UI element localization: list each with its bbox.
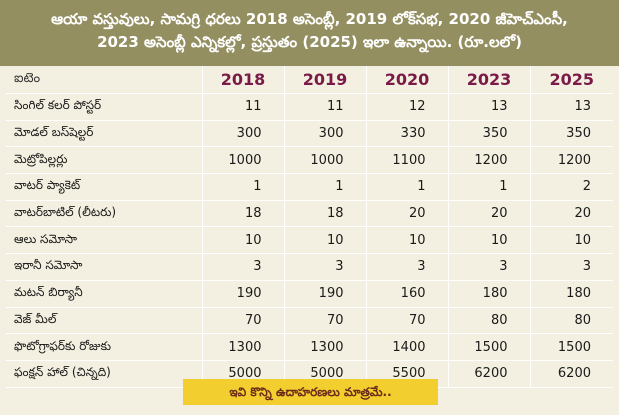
price-cell: 13 — [448, 93, 531, 121]
item-name: వాటర్‌బాటిల్ (లీటరు) — [6, 200, 203, 228]
price-cell: 1500 — [448, 333, 531, 361]
price-cell: 1000 — [202, 146, 285, 175]
price-cell: 18 — [202, 200, 285, 228]
price-cell: 12 — [366, 93, 449, 121]
price-cell: 70 — [366, 307, 449, 335]
price-cell: 350 — [448, 120, 531, 148]
table-row: మెట్రోపిల్లర్లు 1000 1000 1100 1200 1200 — [6, 146, 613, 175]
price-cell: 10 — [366, 226, 449, 255]
price-cell: 190 — [284, 280, 367, 308]
year-header: 2019 — [284, 66, 367, 94]
price-cell: 1 — [366, 173, 449, 201]
price-cell: 300 — [284, 120, 367, 148]
price-cell: 330 — [366, 120, 449, 148]
table-row: ఇరానీ సమోసా 3 3 3 3 3 — [6, 253, 613, 281]
price-cell: 80 — [530, 307, 613, 335]
item-name: ఫొటోగ్రాఫర్‌కు రోజుకు — [6, 333, 203, 361]
table-row: వాటర్‌బాటిల్ (లీటరు) 18 18 20 20 20 — [6, 200, 613, 228]
year-header: 2020 — [366, 66, 449, 94]
price-cell: 2 — [530, 173, 613, 201]
item-name: ఫంక్షన్ హాల్ (చిన్నది) — [6, 360, 203, 388]
table-row: ఆలు సమోసా 10 10 10 10 10 — [6, 226, 613, 255]
price-cell: 6200 — [448, 360, 531, 388]
item-name: వాటర్ ప్యాకెట్ — [6, 173, 203, 201]
item-name: మటన్ బిర్యానీ — [6, 280, 203, 308]
table-row: వెజ్ మీల్ 70 70 70 80 80 — [6, 307, 613, 335]
item-name: మెట్రోపిల్లర్లు — [6, 146, 203, 175]
year-header: 2023 — [448, 66, 531, 94]
price-cell: 1 — [284, 173, 367, 201]
price-cell: 10 — [284, 226, 367, 255]
price-cell: 3 — [366, 253, 449, 281]
item-name: ఆలు సమోసా — [6, 226, 203, 255]
price-cell: 6200 — [530, 360, 613, 388]
price-cell: 20 — [530, 200, 613, 228]
price-cell: 10 — [448, 226, 531, 255]
table-row: మోడల్ బస్‌షెల్టర్ 300 300 330 350 350 — [6, 120, 613, 148]
price-cell: 1400 — [366, 333, 449, 361]
table-row: వాటర్ ప్యాకెట్ 1 1 1 1 2 — [6, 173, 613, 201]
item-column-header: ఐటెం — [6, 66, 203, 94]
price-cell: 1100 — [366, 146, 449, 175]
title-line-2: 2023 అసెంబ్లీ ఎన్నికల్లో, ప్రస్తుతం (202… — [97, 33, 522, 51]
price-cell: 1300 — [202, 333, 285, 361]
price-cell: 300 — [202, 120, 285, 148]
item-name: వెజ్ మీల్ — [6, 307, 203, 335]
price-cell: 20 — [366, 200, 449, 228]
price-cell: 190 — [202, 280, 285, 308]
title-line-1: ఆయా వస్తువులు, సామగ్రి ధరలు 2018 అసెంబ్ల… — [51, 10, 568, 28]
price-cell: 70 — [202, 307, 285, 335]
price-cell: 1000 — [284, 146, 367, 175]
price-table: ఐటెం 2018 2019 2020 2023 2025 సింగిల్ కల… — [6, 66, 613, 388]
price-cell: 11 — [284, 93, 367, 121]
price-cell: 3 — [202, 253, 285, 281]
price-cell: 180 — [448, 280, 531, 308]
year-header: 2025 — [530, 66, 613, 94]
price-cell: 3 — [530, 253, 613, 281]
item-name: ఇరానీ సమోసా — [6, 253, 203, 281]
item-name: సింగిల్ కలర్ పోస్టర్ — [6, 93, 203, 121]
price-cell: 70 — [284, 307, 367, 335]
price-cell: 1300 — [284, 333, 367, 361]
price-cell: 10 — [202, 226, 285, 255]
price-cell: 3 — [448, 253, 531, 281]
header-row: ఐటెం 2018 2019 2020 2023 2025 — [6, 66, 613, 94]
title-banner: ఆయా వస్తువులు, సామగ్రి ధరలు 2018 అసెంబ్ల… — [0, 0, 619, 66]
price-cell: 1 — [448, 173, 531, 201]
footer-note: ఇవి కొన్ని ఉదాహరణలు మాత్రమే.. — [183, 379, 438, 405]
price-cell: 160 — [366, 280, 449, 308]
price-cell: 1500 — [530, 333, 613, 361]
table-row: సింగిల్ కలర్ పోస్టర్ 11 11 12 13 13 — [6, 93, 613, 121]
year-header: 2018 — [202, 66, 285, 94]
price-cell: 1200 — [530, 146, 613, 175]
price-cell: 11 — [202, 93, 285, 121]
price-cell: 3 — [284, 253, 367, 281]
price-cell: 80 — [448, 307, 531, 335]
table-row: ఫొటోగ్రాఫర్‌కు రోజుకు 1300 1300 1400 150… — [6, 333, 613, 361]
table-row: మటన్ బిర్యానీ 190 190 160 180 180 — [6, 280, 613, 308]
price-cell: 180 — [530, 280, 613, 308]
price-cell: 1 — [202, 173, 285, 201]
price-cell: 10 — [530, 226, 613, 255]
price-cell: 350 — [530, 120, 613, 148]
price-cell: 18 — [284, 200, 367, 228]
item-name: మోడల్ బస్‌షెల్టర్ — [6, 120, 203, 148]
price-cell: 20 — [448, 200, 531, 228]
price-cell: 1200 — [448, 146, 531, 175]
price-cell: 13 — [530, 93, 613, 121]
